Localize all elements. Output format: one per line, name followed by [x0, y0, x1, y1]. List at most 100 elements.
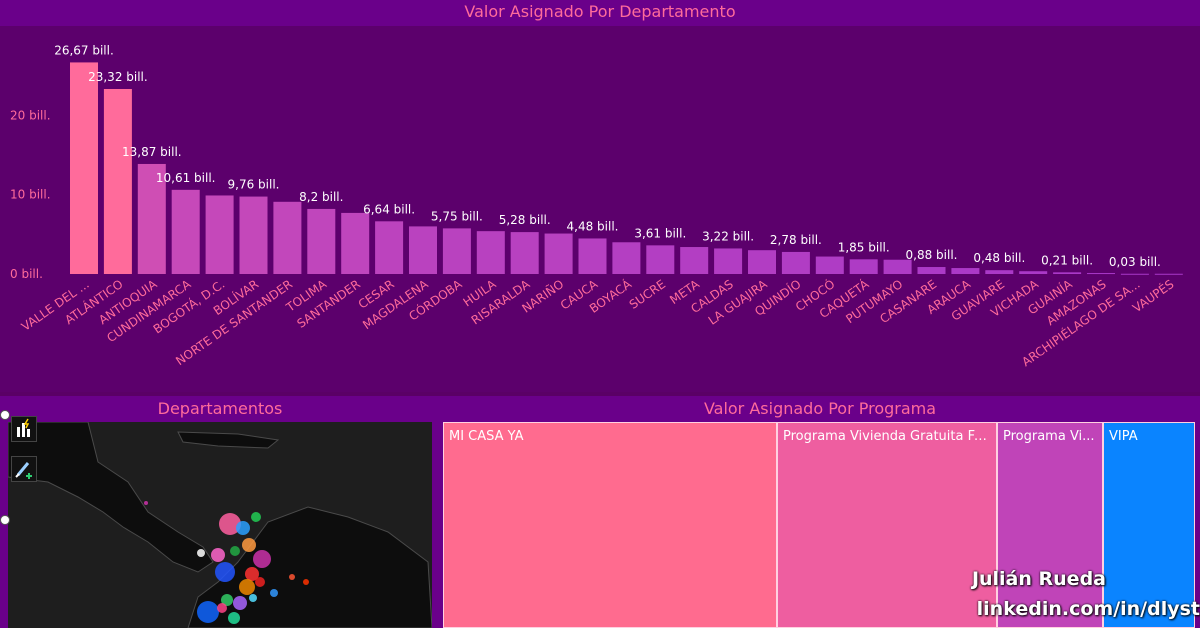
bar-11[interactable] [409, 226, 437, 274]
map-bubble-5[interactable] [230, 546, 240, 556]
map-bubble-13[interactable] [233, 596, 247, 610]
bar-31[interactable] [1087, 273, 1115, 275]
map-bubble-9[interactable] [215, 562, 235, 582]
map-canvas [8, 422, 432, 628]
bar-20[interactable] [714, 248, 743, 274]
data-label: 2,78 bill. [770, 233, 822, 247]
data-label: 13,87 bill. [122, 145, 182, 159]
map-bubble-3[interactable] [251, 512, 261, 522]
map-bubble-11[interactable] [239, 579, 255, 595]
bar-30[interactable] [1053, 272, 1082, 274]
y-tick-label: 10 bill. [10, 188, 51, 202]
map-bubble-14[interactable] [221, 594, 233, 606]
map-bubble-15[interactable] [197, 601, 219, 623]
bar-1[interactable] [70, 62, 98, 274]
bar-24[interactable] [849, 259, 878, 274]
bar-10[interactable] [375, 221, 404, 274]
data-label: 0,03 bill. [1109, 255, 1161, 269]
map-bubble-19[interactable] [228, 612, 240, 624]
bar-13[interactable] [476, 231, 505, 274]
treemap-title: Valor Asignado Por Programa [703, 399, 937, 418]
map-bubble-8[interactable] [197, 549, 205, 557]
bar-32[interactable] [1120, 273, 1149, 275]
y-tick-label: 20 bill. [10, 108, 51, 122]
resize-handle-top[interactable] [0, 410, 10, 420]
resize-handle-middle[interactable] [0, 515, 10, 525]
bar-8[interactable] [307, 208, 336, 274]
format-button[interactable] [11, 456, 37, 482]
bar-chart-panel: Valor Asignado Por Departamento 0 bill. 1… [0, 0, 1200, 370]
bar-4[interactable] [171, 189, 200, 274]
bar-3[interactable] [137, 163, 166, 274]
visual-type-button[interactable] [11, 416, 37, 442]
map-bubble-7[interactable] [253, 550, 271, 568]
bar-27[interactable] [951, 268, 980, 274]
data-label: 3,22 bill. [702, 229, 754, 243]
bar-26[interactable] [917, 267, 946, 274]
land-south-america [187, 506, 432, 628]
bar-29[interactable] [1019, 271, 1048, 274]
data-label: 5,28 bill. [499, 213, 551, 227]
bar-23[interactable] [815, 256, 844, 274]
bar-33[interactable] [1154, 273, 1183, 275]
data-label: 0,48 bill. [973, 251, 1025, 265]
map-bubble-12[interactable] [255, 577, 265, 587]
bar-chart-header [0, 0, 1200, 26]
map-bubble-21[interactable] [303, 579, 309, 585]
map-bubble-17[interactable] [249, 594, 257, 602]
bar-25[interactable] [883, 259, 912, 274]
chart-bars-icon [17, 418, 30, 437]
map-panel: Departamentos [0, 396, 440, 628]
data-label: 4,48 bill. [567, 219, 619, 233]
map-title: Departamentos [157, 399, 283, 418]
bar-chart: 0 bill.10 bill.20 bill.26,67 bill.VALLE … [10, 43, 1183, 369]
treemap-tile-1[interactable]: MI CASA YA [443, 422, 777, 628]
data-label: 0,88 bill. [906, 248, 958, 262]
map-bubble-18[interactable] [270, 589, 278, 597]
map-bubble-4[interactable] [242, 538, 256, 552]
treemap-tile-2[interactable]: Programa Vivienda Gratuita Fa... [777, 422, 997, 628]
bar-17[interactable] [612, 242, 641, 274]
bar-7[interactable] [273, 201, 302, 274]
data-label: 26,67 bill. [54, 43, 114, 57]
bar-14[interactable] [510, 232, 539, 274]
bar-16[interactable] [578, 238, 607, 274]
map-bubble-6[interactable] [211, 548, 225, 562]
bar-9[interactable] [341, 212, 370, 274]
bar-18[interactable] [646, 245, 675, 274]
bar-5[interactable] [205, 195, 234, 274]
data-label: 8,2 bill. [299, 190, 343, 204]
treemap-tile-3[interactable]: Programa Vi... [997, 422, 1103, 628]
map-bubble-2[interactable] [236, 521, 250, 535]
bar-19[interactable] [680, 247, 709, 274]
data-label: 6,64 bill. [363, 202, 415, 216]
paint-brush-icon [15, 462, 32, 479]
watermark-link: linkedin.com/in/dlyst [976, 598, 1200, 620]
bar-28[interactable] [985, 270, 1014, 274]
map-bubble-16[interactable] [217, 603, 227, 613]
map-bubble-20[interactable] [289, 574, 295, 580]
treemap-tile-label: Programa Vi... [1003, 429, 1095, 444]
bar-22[interactable] [781, 251, 810, 274]
y-tick-label: 0 bill. [10, 267, 43, 281]
bar-12[interactable] [442, 228, 471, 274]
map-bubble-10[interactable] [245, 567, 259, 581]
map-view[interactable] [8, 422, 432, 628]
data-label: 5,75 bill. [431, 209, 483, 223]
treemap-tile-4[interactable]: VIPA [1103, 422, 1195, 628]
bar-15[interactable] [544, 233, 573, 274]
data-label: 10,61 bill. [156, 171, 216, 185]
treemap: MI CASA YA Programa Vivienda Gratuita Fa.… [443, 422, 1195, 628]
bar-6[interactable] [239, 196, 268, 274]
data-label: 3,61 bill. [634, 226, 686, 240]
bar-21[interactable] [748, 250, 776, 274]
data-label: 1,85 bill. [838, 240, 890, 254]
watermark-name: Julián Rueda [971, 568, 1106, 590]
map-bubble-1[interactable] [219, 513, 241, 535]
data-label: 0,21 bill. [1041, 253, 1093, 267]
data-label: 9,76 bill. [228, 178, 280, 192]
land-central-america [8, 422, 214, 573]
map-bubble-22[interactable] [144, 501, 148, 505]
bar-2[interactable] [103, 88, 132, 275]
treemap-tile-label: Programa Vivienda Gratuita Fa... [783, 429, 995, 444]
